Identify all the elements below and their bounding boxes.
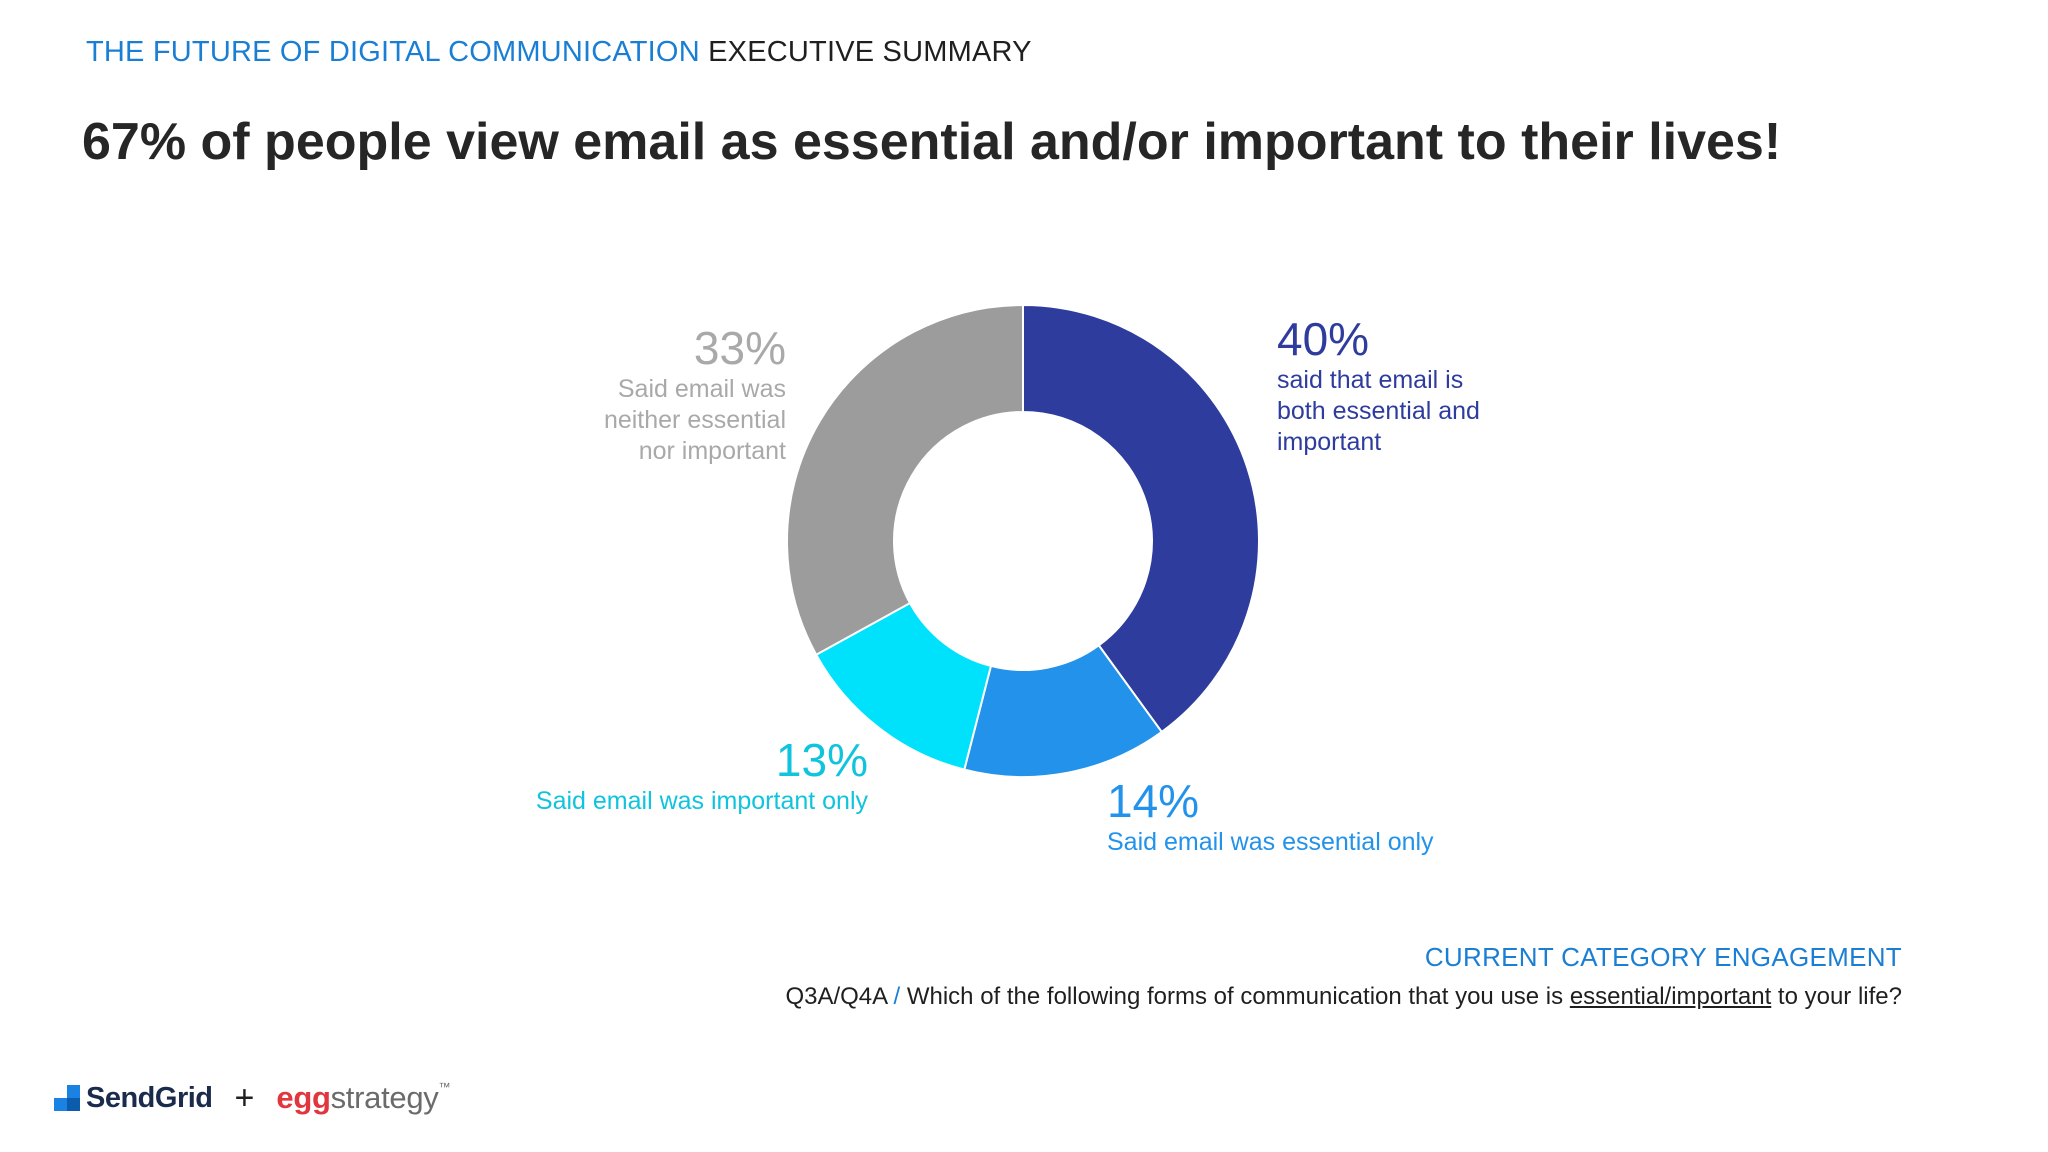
slice-pct-essential: 14% (1107, 775, 1200, 827)
question-text-after: to your life? (1777, 983, 1902, 1010)
slice-desc-both-3: important (1277, 428, 1382, 456)
question-code: Q3A/Q4A (785, 983, 887, 1010)
footer-logos: SendGrid + eggstrategy™ (54, 1078, 450, 1118)
footnote-section-title: CURRENT CATEGORY ENGAGEMENT (1424, 942, 1902, 972)
footnote-question: Q3A/Q4A / Which of the following forms o… (772, 981, 1902, 1013)
question-text-underlined: essential/important (1569, 983, 1772, 1010)
slice-label-essential: 14% Said email was essential only (1107, 775, 1434, 858)
sendgrid-logo-mark (54, 1085, 80, 1111)
slice-pct-both: 40% (1277, 313, 1370, 365)
question-slash: / (893, 983, 901, 1010)
sendgrid-logo-text: SendGrid (86, 1081, 213, 1114)
slice-desc-both-1: said that email is (1277, 366, 1464, 394)
header-section: EXECUTIVE SUMMARY (708, 36, 1032, 68)
slice-desc-essential: Said email was essential only (1107, 828, 1434, 856)
question-footnote: CURRENT CATEGORY ENGAGEMENT Q3A/Q4A / Wh… (772, 942, 1902, 1013)
slice-essential-only (963, 643, 1164, 778)
slice-both (1022, 303, 1260, 734)
slice-desc-important: Said email was important only (535, 787, 868, 815)
slice-pct-neither: 33% (693, 322, 786, 374)
slice-desc-neither-1: Said email was (617, 375, 786, 403)
slide-header: THE FUTURE OF DIGITAL COMMUNICATION EXEC… (86, 36, 1032, 69)
slide-headline: 67% of people view email as essential an… (82, 113, 1782, 171)
slice-desc-neither-3: nor important (638, 437, 786, 465)
eggstrategy-logo-text: eggstrategy™ (276, 1080, 451, 1115)
logo-plus: + (234, 1078, 255, 1117)
slice-pct-important: 13% (775, 734, 868, 786)
slice-desc-both-2: both essential and (1277, 397, 1480, 425)
slice-label-neither: 33% Said email was neither essential nor… (540, 322, 786, 467)
question-text-before: Which of the following forms of communic… (906, 983, 1564, 1010)
slice-label-important: 13% Said email was important only (520, 734, 868, 817)
slice-desc-neither-2: neither essential (603, 406, 786, 434)
slice-label-both: 40% said that email is both essential an… (1277, 313, 1480, 458)
slice-neither (786, 303, 1024, 657)
header-topic: THE FUTURE OF DIGITAL COMMUNICATION (86, 36, 700, 68)
